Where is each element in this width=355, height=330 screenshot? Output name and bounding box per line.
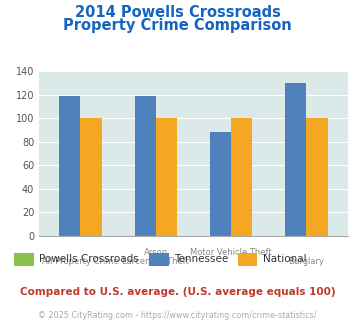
Text: Tennessee: Tennessee [174, 254, 228, 264]
Text: Motor Vehicle Theft: Motor Vehicle Theft [190, 248, 272, 257]
Bar [135, 96, 156, 236]
Text: Powells Crossroads: Powells Crossroads [39, 254, 139, 264]
Bar [81, 118, 102, 236]
Bar [59, 96, 81, 236]
Text: Arson: Arson [144, 248, 168, 257]
Bar [210, 132, 231, 236]
Text: 2014 Powells Crossroads: 2014 Powells Crossroads [75, 5, 280, 20]
Bar [156, 118, 177, 236]
Text: National: National [263, 254, 306, 264]
Text: Compared to U.S. average. (U.S. average equals 100): Compared to U.S. average. (U.S. average … [20, 287, 335, 297]
Bar [231, 118, 252, 236]
Text: All Property Crime: All Property Crime [42, 257, 119, 266]
Text: Property Crime Comparison: Property Crime Comparison [63, 18, 292, 33]
Bar [285, 83, 306, 236]
Text: © 2025 CityRating.com - https://www.cityrating.com/crime-statistics/: © 2025 CityRating.com - https://www.city… [38, 311, 317, 320]
Bar [306, 118, 328, 236]
Text: Burglary: Burglary [289, 257, 324, 266]
Text: Larceny & Theft: Larceny & Theft [122, 257, 189, 266]
